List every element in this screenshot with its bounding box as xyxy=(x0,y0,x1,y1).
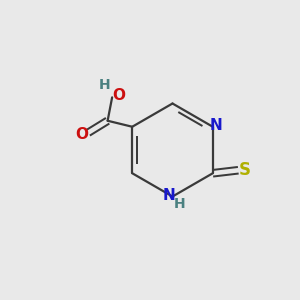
Text: O: O xyxy=(76,127,88,142)
Text: N: N xyxy=(163,188,176,202)
Text: H: H xyxy=(173,197,185,211)
Text: H: H xyxy=(99,78,110,92)
Text: S: S xyxy=(239,161,251,179)
Text: N: N xyxy=(209,118,222,133)
Text: O: O xyxy=(112,88,125,103)
